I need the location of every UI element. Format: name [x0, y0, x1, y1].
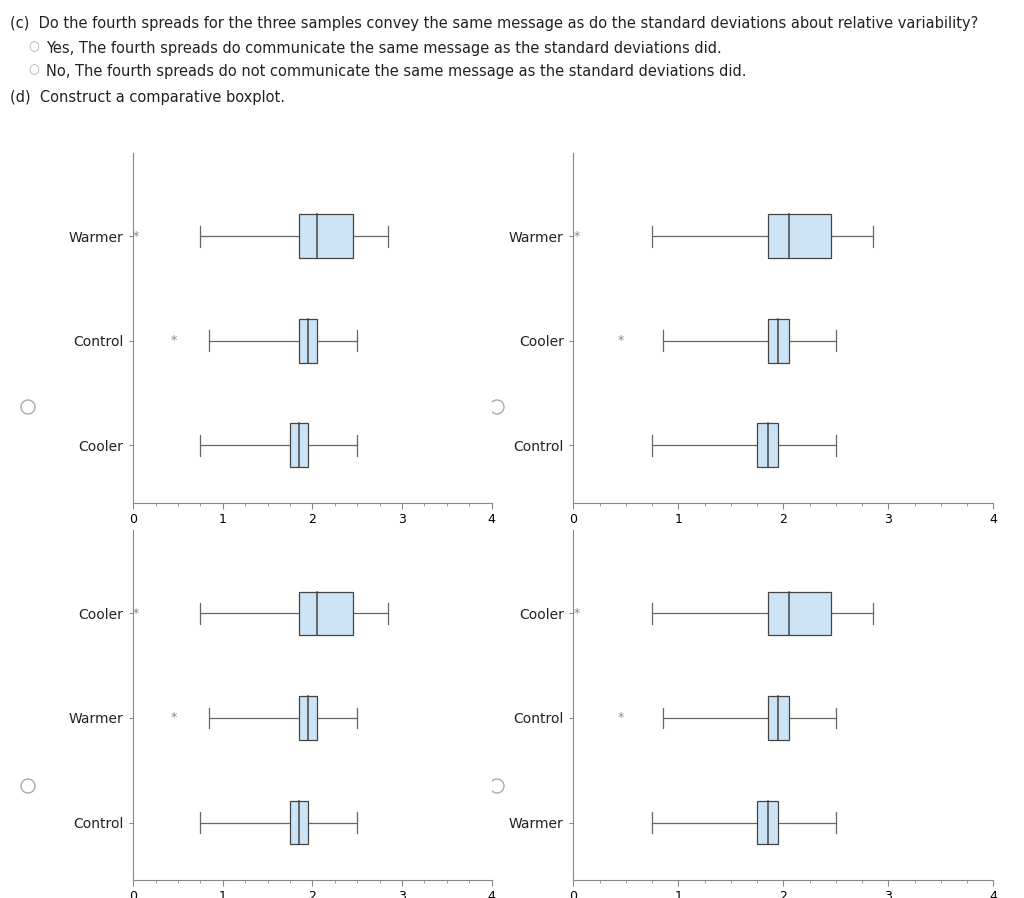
- Bar: [299, 696, 316, 740]
- Bar: [768, 215, 830, 259]
- Text: *: *: [617, 711, 624, 725]
- Text: *: *: [617, 334, 624, 348]
- Text: Yes, The fourth spreads do communicate the same message as the standard deviatio: Yes, The fourth spreads do communicate t…: [46, 41, 722, 56]
- Text: *: *: [170, 334, 176, 348]
- Text: *: *: [133, 230, 139, 242]
- Bar: [299, 319, 316, 363]
- Bar: [299, 592, 352, 636]
- Text: *: *: [573, 230, 580, 242]
- Bar: [290, 801, 308, 844]
- Bar: [768, 592, 830, 636]
- Bar: [757, 801, 778, 844]
- Bar: [299, 215, 352, 259]
- Text: ○: ○: [28, 63, 39, 76]
- Text: *: *: [133, 607, 139, 620]
- Text: (c)  Do the fourth spreads for the three samples convey the same message as do t: (c) Do the fourth spreads for the three …: [10, 16, 978, 31]
- Text: *: *: [573, 607, 580, 620]
- Bar: [757, 424, 778, 467]
- Bar: [768, 319, 788, 363]
- Text: *: *: [170, 711, 176, 725]
- Bar: [290, 424, 308, 467]
- Bar: [768, 696, 788, 740]
- Text: (d)  Construct a comparative boxplot.: (d) Construct a comparative boxplot.: [10, 90, 285, 105]
- Text: ○: ○: [28, 40, 39, 53]
- Text: No, The fourth spreads do not communicate the same message as the standard devia: No, The fourth spreads do not communicat…: [46, 64, 746, 79]
